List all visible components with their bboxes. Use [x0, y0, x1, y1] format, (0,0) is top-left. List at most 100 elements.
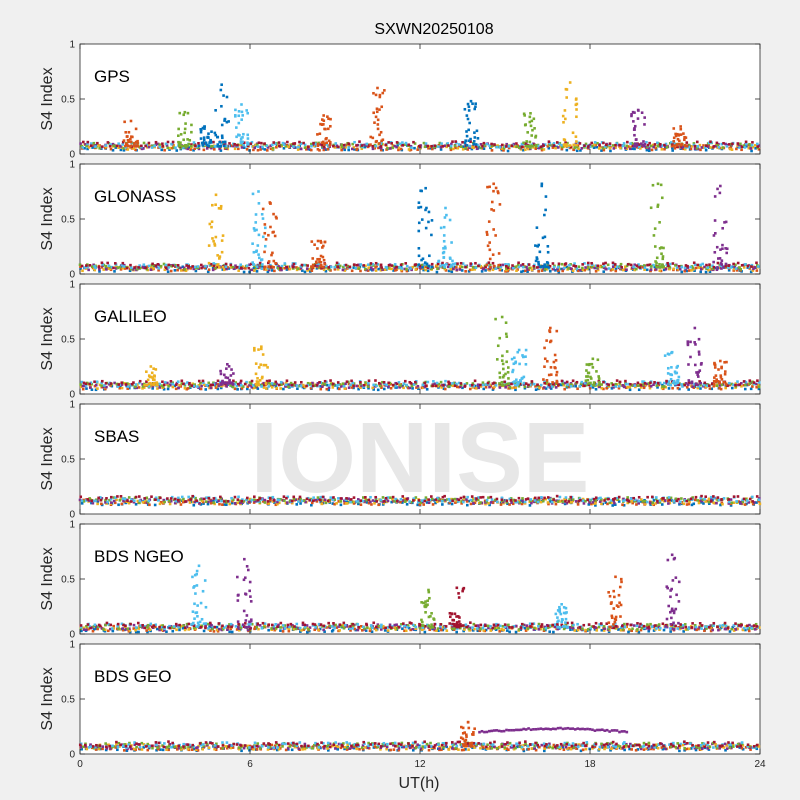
- data-point: [402, 382, 406, 385]
- data-point: [639, 384, 643, 387]
- data-point: [704, 270, 708, 274]
- data-point: [591, 357, 595, 361]
- data-point: [329, 117, 332, 121]
- data-point: [315, 267, 319, 270]
- data-point: [615, 265, 619, 268]
- data-point: [146, 265, 149, 269]
- data-point: [597, 377, 601, 380]
- data-point: [311, 384, 315, 388]
- data-point: [231, 265, 235, 269]
- data-point: [159, 496, 162, 500]
- data-point: [480, 270, 484, 273]
- data-point: [549, 373, 553, 376]
- data-point: [671, 149, 674, 152]
- data-point: [431, 384, 434, 388]
- data-point: [370, 630, 374, 634]
- data-point: [461, 145, 465, 148]
- data-point: [517, 496, 521, 500]
- data-point: [131, 135, 134, 139]
- data-point: [225, 367, 228, 370]
- data-point: [468, 384, 472, 387]
- data-point: [635, 267, 638, 271]
- data-point: [207, 268, 211, 271]
- data-point: [158, 145, 162, 149]
- data-point: [592, 383, 596, 387]
- data-point: [220, 384, 223, 388]
- data-point: [224, 146, 228, 149]
- data-point: [556, 146, 560, 149]
- data-point: [483, 144, 486, 147]
- data-point: [305, 145, 308, 149]
- data-point: [537, 498, 541, 501]
- data-point: [154, 496, 158, 500]
- spike-event: [261, 201, 278, 269]
- data-point: [111, 148, 115, 152]
- data-point: [359, 503, 363, 507]
- data-point: [619, 146, 622, 150]
- data-point: [254, 266, 258, 270]
- data-point: [649, 206, 653, 210]
- data-point: [541, 499, 545, 503]
- data-point: [460, 269, 464, 272]
- data-point: [733, 267, 736, 271]
- data-point: [329, 124, 332, 128]
- data-point: [399, 265, 403, 269]
- data-point: [271, 265, 275, 269]
- data-point: [356, 498, 360, 501]
- data-point: [655, 496, 658, 499]
- data-point: [752, 265, 756, 269]
- data-point: [689, 497, 693, 501]
- data-point: [212, 501, 215, 504]
- data-point: [497, 263, 501, 267]
- data-point: [611, 268, 615, 271]
- data-point: [471, 265, 475, 269]
- data-point: [333, 502, 336, 506]
- data-point: [504, 321, 508, 325]
- data-point: [379, 263, 383, 267]
- data-point: [311, 381, 314, 385]
- data-point: [375, 264, 378, 268]
- data-point: [340, 143, 343, 147]
- data-point: [714, 144, 718, 148]
- data-point: [443, 144, 447, 148]
- data-point: [756, 383, 760, 387]
- data-point: [216, 263, 220, 266]
- data-point: [516, 350, 520, 354]
- data-point: [558, 495, 562, 499]
- data-point: [470, 268, 474, 272]
- data-point: [756, 145, 760, 148]
- data-point: [575, 267, 579, 270]
- data-point: [288, 499, 292, 503]
- data-point: [535, 256, 539, 259]
- data-point: [222, 503, 226, 506]
- data-point: [378, 95, 382, 99]
- data-point: [546, 244, 550, 248]
- data-point: [211, 144, 214, 148]
- data-point: [238, 501, 242, 505]
- data-point: [501, 354, 504, 358]
- data-point: [427, 501, 431, 505]
- data-point: [80, 380, 84, 384]
- data-point: [524, 362, 528, 366]
- data-point: [637, 499, 640, 503]
- data-point: [585, 363, 589, 366]
- data-point: [373, 500, 377, 504]
- data-point: [394, 497, 397, 501]
- data-point: [311, 266, 315, 269]
- data-point: [250, 262, 253, 266]
- data-point: [549, 383, 552, 386]
- data-point: [263, 383, 266, 387]
- data-point: [633, 498, 637, 502]
- data-point: [138, 264, 141, 267]
- data-point: [285, 265, 289, 269]
- data-point: [534, 147, 538, 151]
- data-point: [670, 379, 674, 383]
- data-point: [632, 384, 635, 387]
- spike-event: [122, 119, 140, 148]
- data-point: [504, 267, 508, 270]
- data-point: [671, 381, 675, 384]
- data-point: [677, 133, 681, 136]
- data-point: [225, 120, 229, 124]
- data-point: [445, 498, 449, 501]
- data-point: [711, 264, 714, 268]
